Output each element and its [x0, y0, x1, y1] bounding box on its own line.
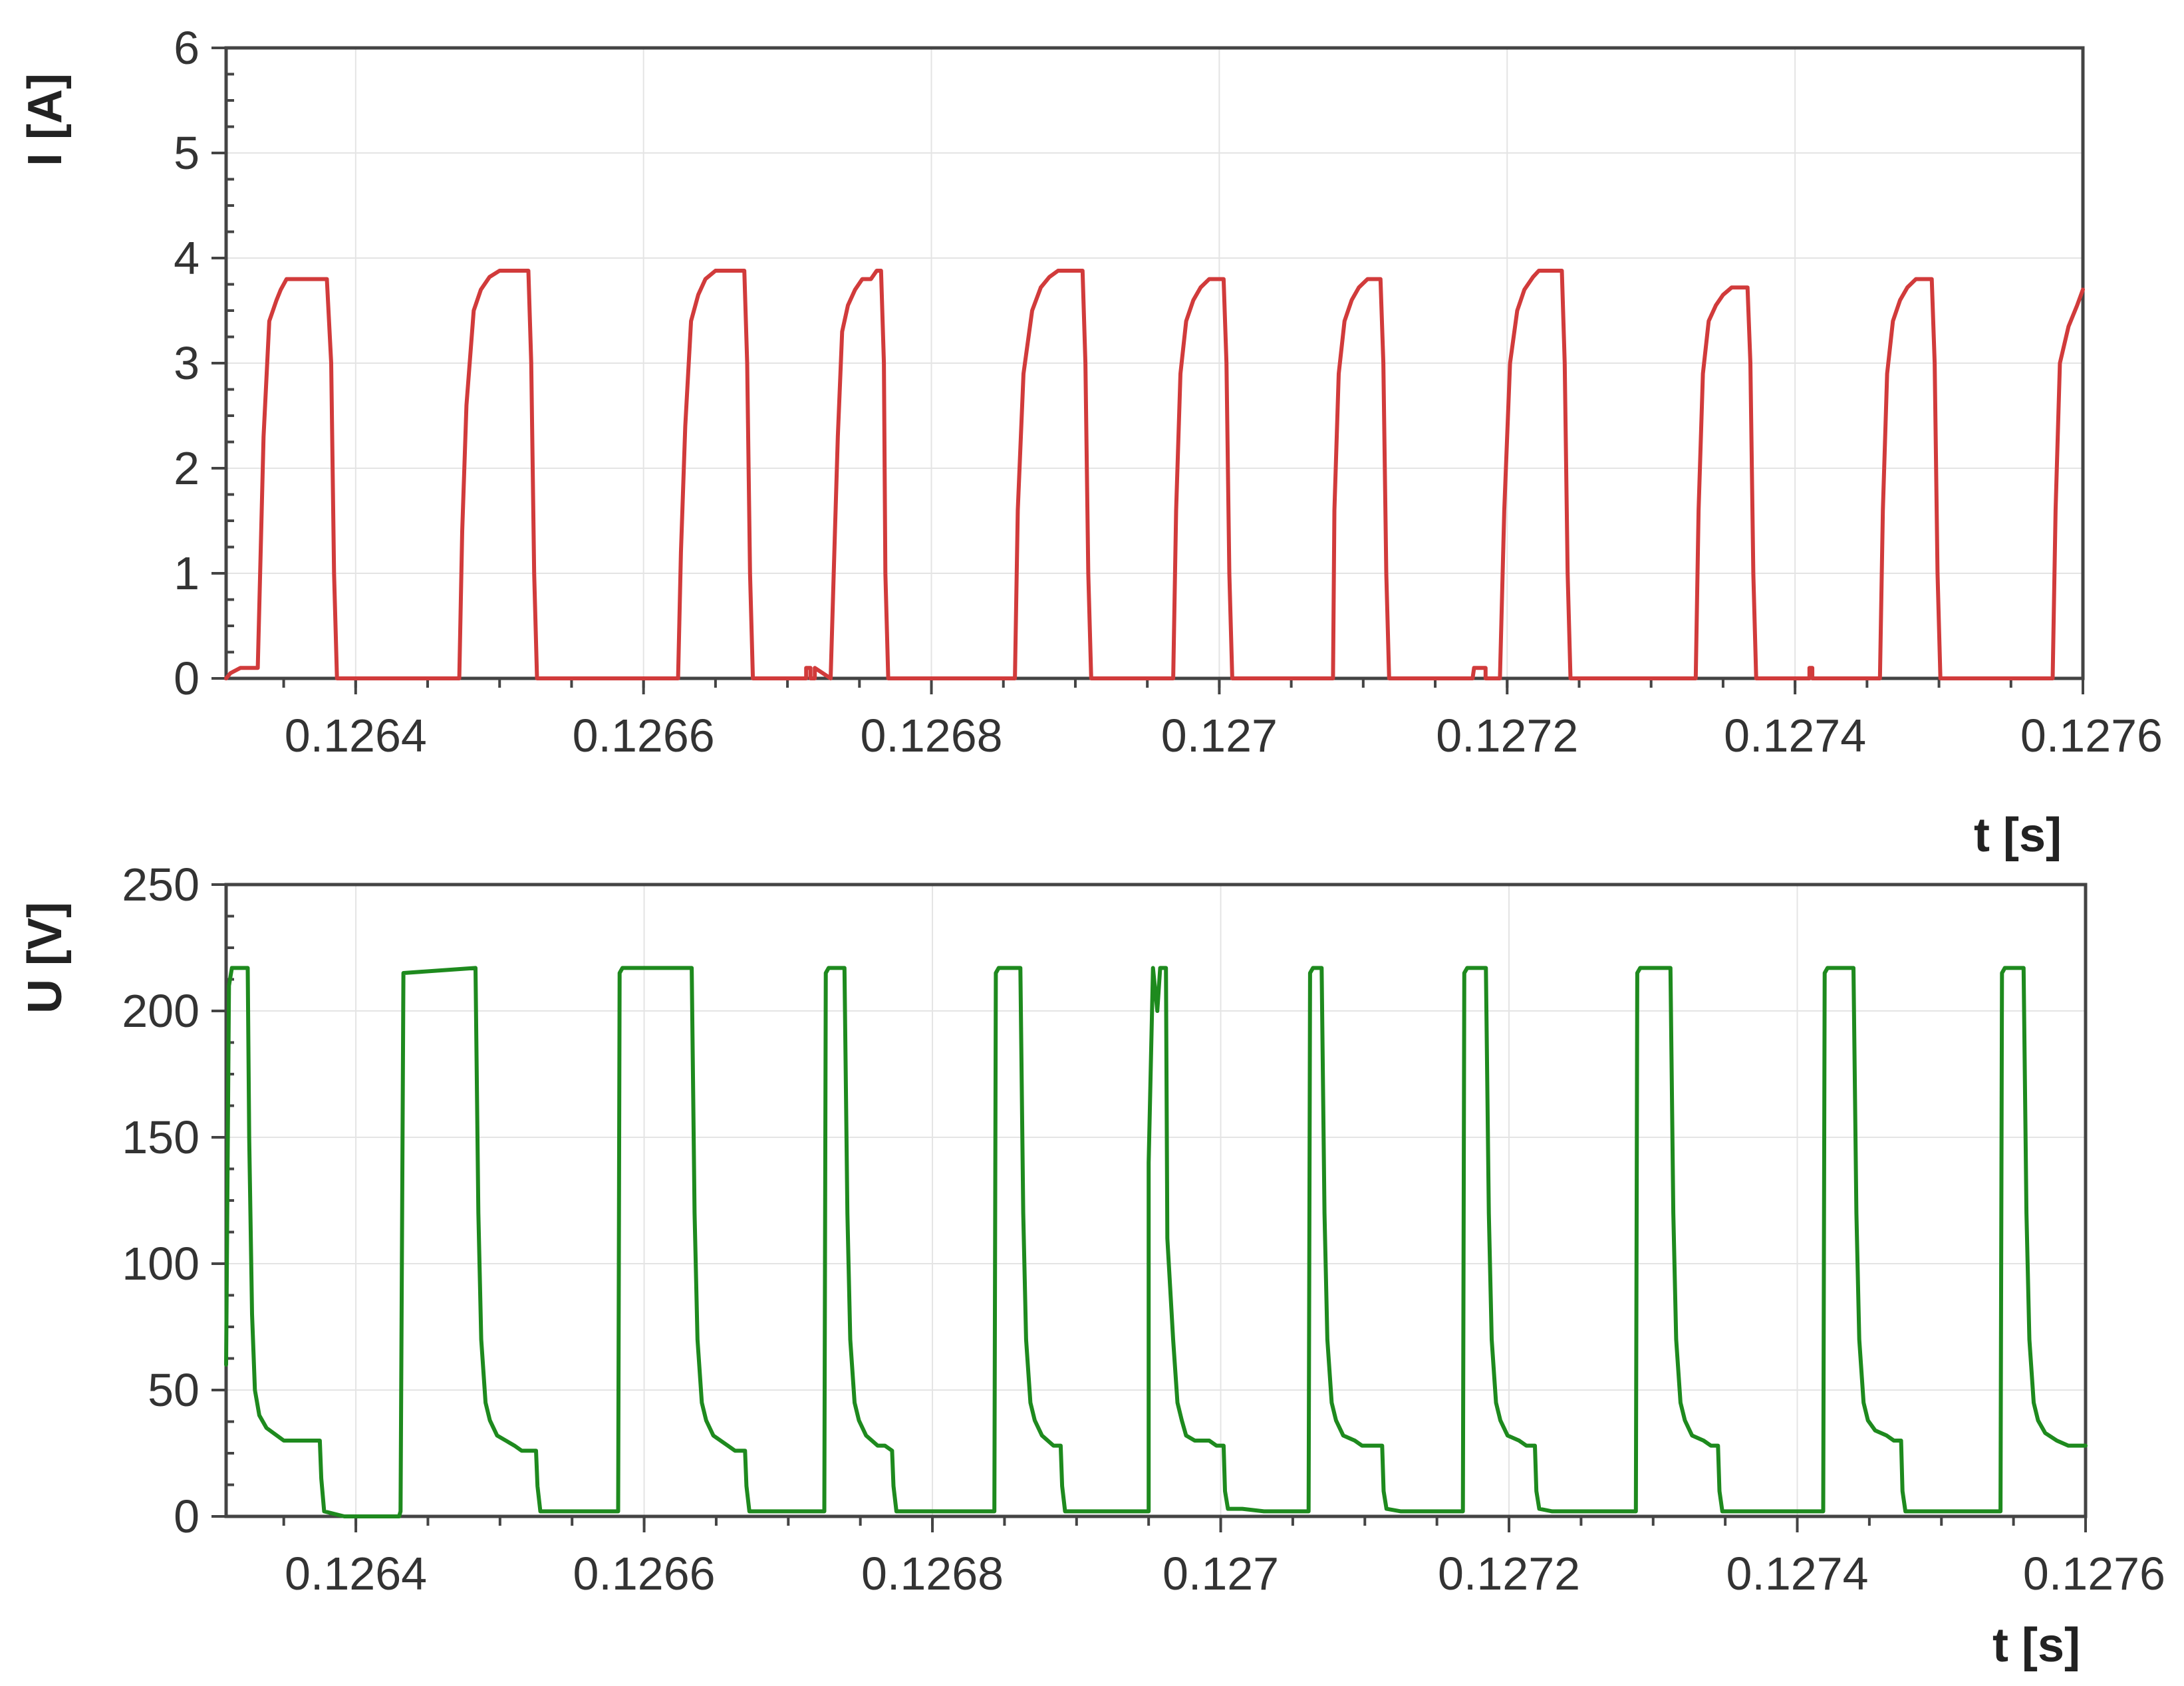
- x-tick-label: 0.1276: [2023, 1548, 2165, 1600]
- y-tick-label: 4: [174, 232, 200, 284]
- x-tick-label: 0.1272: [1436, 710, 1578, 762]
- x-axis-title: t [s]: [1974, 809, 2062, 862]
- x-tick-label: 0.127: [1161, 710, 1278, 762]
- x-tick-label: 0.1274: [1724, 710, 1866, 762]
- y-tick-label: 1: [174, 547, 200, 599]
- x-tick-label: 0.1266: [573, 710, 715, 762]
- x-tick-label: 0.1264: [285, 710, 427, 762]
- x-axis-title: t [s]: [1992, 1619, 2080, 1672]
- y-tick-label: 0: [174, 1490, 200, 1542]
- y-tick-label: 150: [122, 1111, 200, 1163]
- y-axis-title: U [V]: [19, 902, 72, 1014]
- y-tick-label: 6: [174, 22, 200, 74]
- y-tick-label: 3: [174, 337, 200, 389]
- y-tick-label: 100: [122, 1238, 200, 1290]
- y-tick-label: 5: [174, 127, 200, 179]
- x-tick-label: 0.1268: [860, 710, 1002, 762]
- data-line: [224, 269, 2085, 680]
- x-tick-label: 0.1268: [861, 1548, 1004, 1600]
- y-tick-label: 0: [174, 652, 200, 704]
- y-tick-label: 250: [122, 859, 200, 911]
- y-tick-label: 50: [148, 1364, 200, 1416]
- y-tick-label: 200: [122, 985, 200, 1037]
- x-tick-label: 0.1266: [573, 1548, 716, 1600]
- data-line: [224, 966, 2088, 1518]
- current-chart: 0 1 2 3 4 5 6 0.1264 0.1266 0.1268 0.127 0.1272 0.12…: [19, 22, 2163, 862]
- x-tick-label: 0.1272: [1438, 1548, 1580, 1600]
- y-axis-title: I [A]: [19, 73, 72, 166]
- x-tick-label: 0.127: [1162, 1548, 1279, 1600]
- x-tick-label: 0.1274: [1726, 1548, 1868, 1600]
- x-tick-label: 0.1276: [2020, 710, 2163, 762]
- y-tick-label: 2: [174, 442, 200, 494]
- x-tick-label: 0.1264: [285, 1548, 427, 1600]
- voltage-chart: 0 50 100 150 200 250 0.1264 0.1266 0.1268 0.127 0.…: [19, 859, 2165, 1672]
